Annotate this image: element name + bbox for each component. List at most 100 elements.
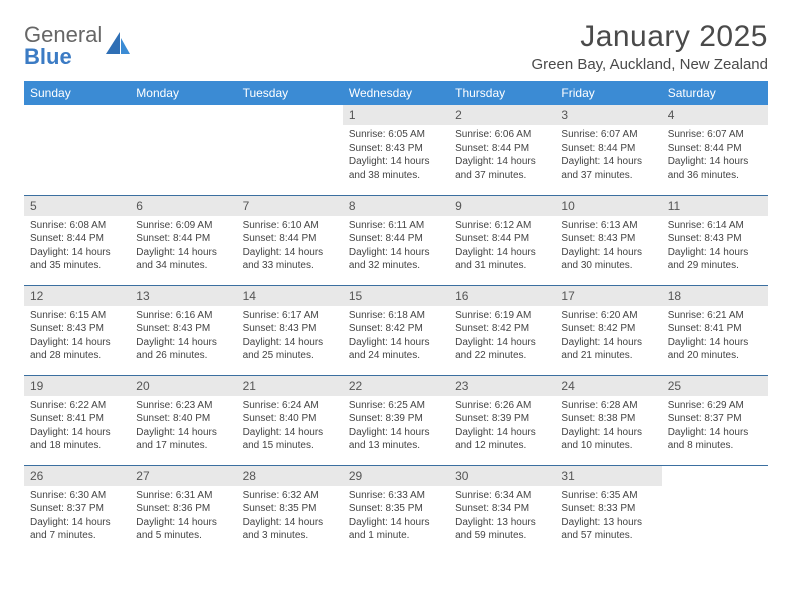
day-details: Sunrise: 6:34 AMSunset: 8:34 PMDaylight:…: [449, 486, 555, 546]
day-number: 18: [662, 286, 768, 306]
day-number: 23: [449, 376, 555, 396]
day-number: 17: [555, 286, 661, 306]
calendar-cell: 31Sunrise: 6:35 AMSunset: 8:33 PMDayligh…: [555, 465, 661, 555]
day-number: 3: [555, 105, 661, 125]
calendar-cell: 14Sunrise: 6:17 AMSunset: 8:43 PMDayligh…: [237, 285, 343, 375]
calendar-cell: 25Sunrise: 6:29 AMSunset: 8:37 PMDayligh…: [662, 375, 768, 465]
calendar-cell: 23Sunrise: 6:26 AMSunset: 8:39 PMDayligh…: [449, 375, 555, 465]
day-details: Sunrise: 6:29 AMSunset: 8:37 PMDaylight:…: [662, 396, 768, 456]
day-details: Sunrise: 6:22 AMSunset: 8:41 PMDaylight:…: [24, 396, 130, 456]
day-details: Sunrise: 6:09 AMSunset: 8:44 PMDaylight:…: [130, 216, 236, 276]
day-number: 5: [24, 196, 130, 216]
calendar-cell: 29Sunrise: 6:33 AMSunset: 8:35 PMDayligh…: [343, 465, 449, 555]
day-details: Sunrise: 6:07 AMSunset: 8:44 PMDaylight:…: [555, 125, 661, 185]
calendar-cell: 3Sunrise: 6:07 AMSunset: 8:44 PMDaylight…: [555, 105, 661, 195]
day-details: Sunrise: 6:16 AMSunset: 8:43 PMDaylight:…: [130, 306, 236, 366]
weekday-header: Friday: [555, 81, 661, 105]
day-details: Sunrise: 6:15 AMSunset: 8:43 PMDaylight:…: [24, 306, 130, 366]
day-details: Sunrise: 6:32 AMSunset: 8:35 PMDaylight:…: [237, 486, 343, 546]
day-number: 31: [555, 466, 661, 486]
day-number: 20: [130, 376, 236, 396]
day-details: Sunrise: 6:31 AMSunset: 8:36 PMDaylight:…: [130, 486, 236, 546]
calendar-header-row: SundayMondayTuesdayWednesdayThursdayFrid…: [24, 81, 768, 105]
day-details: Sunrise: 6:20 AMSunset: 8:42 PMDaylight:…: [555, 306, 661, 366]
day-number: 2: [449, 105, 555, 125]
day-details: Sunrise: 6:10 AMSunset: 8:44 PMDaylight:…: [237, 216, 343, 276]
day-number: 12: [24, 286, 130, 306]
day-details: Sunrise: 6:30 AMSunset: 8:37 PMDaylight:…: [24, 486, 130, 546]
day-details: Sunrise: 6:33 AMSunset: 8:35 PMDaylight:…: [343, 486, 449, 546]
calendar-cell: [237, 105, 343, 195]
location-text: Green Bay, Auckland, New Zealand: [531, 56, 768, 73]
calendar-cell: 2Sunrise: 6:06 AMSunset: 8:44 PMDaylight…: [449, 105, 555, 195]
day-details: Sunrise: 6:28 AMSunset: 8:38 PMDaylight:…: [555, 396, 661, 456]
calendar-week-row: 26Sunrise: 6:30 AMSunset: 8:37 PMDayligh…: [24, 465, 768, 555]
weekday-header: Sunday: [24, 81, 130, 105]
day-details: Sunrise: 6:18 AMSunset: 8:42 PMDaylight:…: [343, 306, 449, 366]
day-number: 28: [237, 466, 343, 486]
day-details: Sunrise: 6:26 AMSunset: 8:39 PMDaylight:…: [449, 396, 555, 456]
calendar-cell: 20Sunrise: 6:23 AMSunset: 8:40 PMDayligh…: [130, 375, 236, 465]
day-number: 4: [662, 105, 768, 125]
calendar-cell: 7Sunrise: 6:10 AMSunset: 8:44 PMDaylight…: [237, 195, 343, 285]
calendar-cell: 15Sunrise: 6:18 AMSunset: 8:42 PMDayligh…: [343, 285, 449, 375]
calendar-cell: 18Sunrise: 6:21 AMSunset: 8:41 PMDayligh…: [662, 285, 768, 375]
calendar-cell: 30Sunrise: 6:34 AMSunset: 8:34 PMDayligh…: [449, 465, 555, 555]
calendar-cell: 17Sunrise: 6:20 AMSunset: 8:42 PMDayligh…: [555, 285, 661, 375]
day-number: 7: [237, 196, 343, 216]
calendar-cell: [24, 105, 130, 195]
day-number: 1: [343, 105, 449, 125]
calendar-table: SundayMondayTuesdayWednesdayThursdayFrid…: [24, 81, 768, 555]
calendar-week-row: 12Sunrise: 6:15 AMSunset: 8:43 PMDayligh…: [24, 285, 768, 375]
calendar-cell: 8Sunrise: 6:11 AMSunset: 8:44 PMDaylight…: [343, 195, 449, 285]
day-details: Sunrise: 6:19 AMSunset: 8:42 PMDaylight:…: [449, 306, 555, 366]
day-number: 19: [24, 376, 130, 396]
day-number: 27: [130, 466, 236, 486]
day-number: 14: [237, 286, 343, 306]
weekday-header: Monday: [130, 81, 236, 105]
month-title: January 2025: [531, 20, 768, 54]
weekday-header: Tuesday: [237, 81, 343, 105]
day-number: 11: [662, 196, 768, 216]
brand-logo: General Blue: [24, 20, 132, 68]
calendar-page: General Blue January 2025 Green Bay, Auc…: [0, 0, 792, 575]
brand-part2: Blue: [24, 44, 72, 69]
calendar-body: 1Sunrise: 6:05 AMSunset: 8:43 PMDaylight…: [24, 105, 768, 555]
day-details: Sunrise: 6:12 AMSunset: 8:44 PMDaylight:…: [449, 216, 555, 276]
day-details: Sunrise: 6:06 AMSunset: 8:44 PMDaylight:…: [449, 125, 555, 185]
weekday-header: Wednesday: [343, 81, 449, 105]
day-number: 6: [130, 196, 236, 216]
calendar-cell: [662, 465, 768, 555]
calendar-cell: 19Sunrise: 6:22 AMSunset: 8:41 PMDayligh…: [24, 375, 130, 465]
day-details: Sunrise: 6:23 AMSunset: 8:40 PMDaylight:…: [130, 396, 236, 456]
calendar-cell: 9Sunrise: 6:12 AMSunset: 8:44 PMDaylight…: [449, 195, 555, 285]
day-number: 13: [130, 286, 236, 306]
day-details: Sunrise: 6:17 AMSunset: 8:43 PMDaylight:…: [237, 306, 343, 366]
day-number: 22: [343, 376, 449, 396]
calendar-cell: [130, 105, 236, 195]
calendar-week-row: 19Sunrise: 6:22 AMSunset: 8:41 PMDayligh…: [24, 375, 768, 465]
weekday-header: Saturday: [662, 81, 768, 105]
day-details: Sunrise: 6:07 AMSunset: 8:44 PMDaylight:…: [662, 125, 768, 185]
calendar-cell: 13Sunrise: 6:16 AMSunset: 8:43 PMDayligh…: [130, 285, 236, 375]
day-number: 21: [237, 376, 343, 396]
day-number: 16: [449, 286, 555, 306]
calendar-cell: 1Sunrise: 6:05 AMSunset: 8:43 PMDaylight…: [343, 105, 449, 195]
calendar-cell: 24Sunrise: 6:28 AMSunset: 8:38 PMDayligh…: [555, 375, 661, 465]
calendar-cell: 27Sunrise: 6:31 AMSunset: 8:36 PMDayligh…: [130, 465, 236, 555]
day-details: Sunrise: 6:25 AMSunset: 8:39 PMDaylight:…: [343, 396, 449, 456]
day-number: 9: [449, 196, 555, 216]
calendar-cell: 4Sunrise: 6:07 AMSunset: 8:44 PMDaylight…: [662, 105, 768, 195]
day-details: Sunrise: 6:21 AMSunset: 8:41 PMDaylight:…: [662, 306, 768, 366]
sail-icon: [106, 32, 132, 61]
calendar-cell: 11Sunrise: 6:14 AMSunset: 8:43 PMDayligh…: [662, 195, 768, 285]
weekday-header: Thursday: [449, 81, 555, 105]
day-number: 25: [662, 376, 768, 396]
day-number: 10: [555, 196, 661, 216]
day-number: 29: [343, 466, 449, 486]
day-details: Sunrise: 6:13 AMSunset: 8:43 PMDaylight:…: [555, 216, 661, 276]
day-details: Sunrise: 6:08 AMSunset: 8:44 PMDaylight:…: [24, 216, 130, 276]
day-number: 24: [555, 376, 661, 396]
calendar-cell: 22Sunrise: 6:25 AMSunset: 8:39 PMDayligh…: [343, 375, 449, 465]
day-details: Sunrise: 6:11 AMSunset: 8:44 PMDaylight:…: [343, 216, 449, 276]
